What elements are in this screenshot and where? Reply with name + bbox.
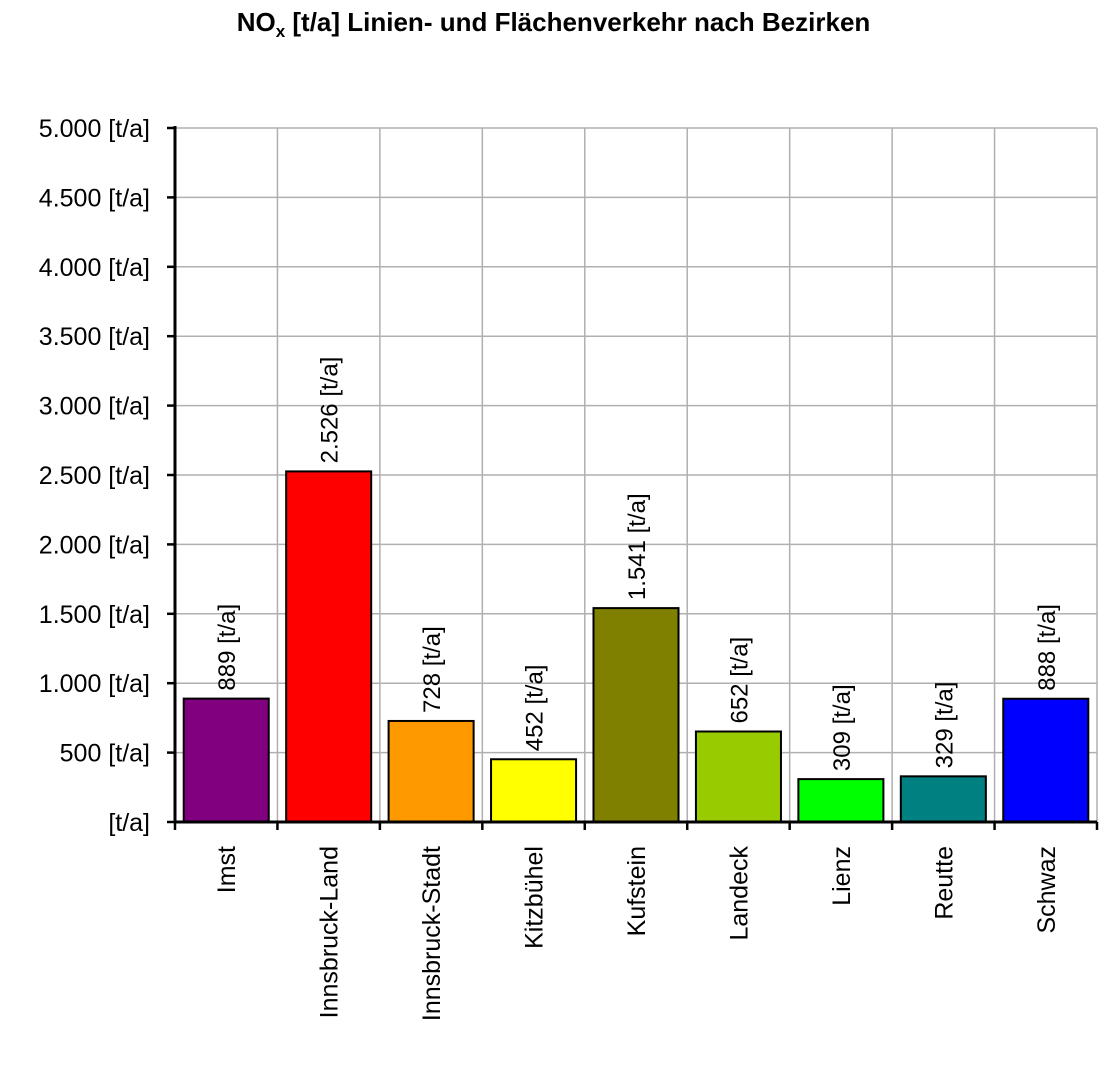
data-label-innsbruck-land: 2.526 [t/a] — [317, 357, 344, 464]
category-label-reutte: Reutte — [930, 846, 958, 920]
bar-kitzb-hel — [490, 758, 578, 823]
data-label-reutte: 329 [t/a] — [931, 682, 958, 769]
y-tick-label-6: 3.000 [t/a] — [39, 393, 150, 421]
chart-title-subscript: x — [275, 22, 286, 41]
category-label-kitzb-hel: Kitzbühel — [521, 846, 549, 949]
y-tick-label-1: 500 [t/a] — [60, 740, 150, 768]
category-label-landeck: Landeck — [725, 846, 753, 941]
y-tick-label-5: 2.500 [t/a] — [39, 462, 150, 490]
bar-lienz — [797, 778, 885, 823]
data-label-landeck: 652 [t/a] — [726, 637, 753, 724]
y-tick-label-4: 2.000 [t/a] — [39, 531, 150, 559]
data-label-innsbruck-stadt: 728 [t/a] — [419, 626, 446, 713]
data-label-schwaz: 888 [t/a] — [1034, 604, 1061, 691]
bar-kufstein — [592, 607, 680, 823]
y-tick-label-7: 3.500 [t/a] — [39, 323, 150, 351]
data-label-imst: 889 [t/a] — [214, 604, 241, 691]
bar-imst — [182, 697, 270, 824]
bar-schwaz — [1002, 697, 1090, 824]
category-label-imst: Imst — [213, 846, 241, 893]
y-tick-label-2: 1.000 [t/a] — [39, 670, 150, 698]
bar-landeck — [694, 730, 782, 823]
bar-reutte — [899, 775, 987, 823]
category-label-lienz: Lienz — [828, 846, 856, 906]
bar-innsbruck-land — [285, 470, 373, 823]
data-label-kitzb-hel: 452 [t/a] — [522, 665, 549, 752]
chart-title-main: NO — [236, 7, 276, 37]
data-label-lienz: 309 [t/a] — [829, 684, 856, 771]
y-tick-label-0: [t/a] — [108, 809, 150, 837]
y-tick-label-10: 5.000 [t/a] — [39, 115, 150, 143]
chart-title-rest: [t/a] Linien- und Flächenverkehr nach Be… — [285, 7, 871, 37]
chart-title: NOx [t/a] Linien- und Flächenverkehr nac… — [0, 0, 1107, 44]
category-label-innsbruck-stadt: Innsbruck-Stadt — [418, 846, 446, 1021]
category-label-innsbruck-land: Innsbruck-Land — [316, 846, 344, 1018]
bar-innsbruck-stadt — [387, 719, 475, 824]
category-label-kufstein: Kufstein — [623, 846, 651, 936]
grid-lines — [175, 127, 1098, 822]
data-label-kufstein: 1.541 [t/a] — [624, 493, 651, 600]
bars — [182, 470, 1090, 824]
axes — [167, 126, 1099, 830]
category-label-schwaz: Schwaz — [1033, 846, 1061, 934]
y-tick-label-3: 1.500 [t/a] — [39, 601, 150, 629]
y-tick-label-9: 4.500 [t/a] — [39, 184, 150, 212]
labels: [t/a] 500 [t/a] 1.000 [t/a] 1.500 [t/a] 2.00… — [39, 115, 1061, 1021]
y-tick-label-8: 4.000 [t/a] — [39, 254, 150, 282]
